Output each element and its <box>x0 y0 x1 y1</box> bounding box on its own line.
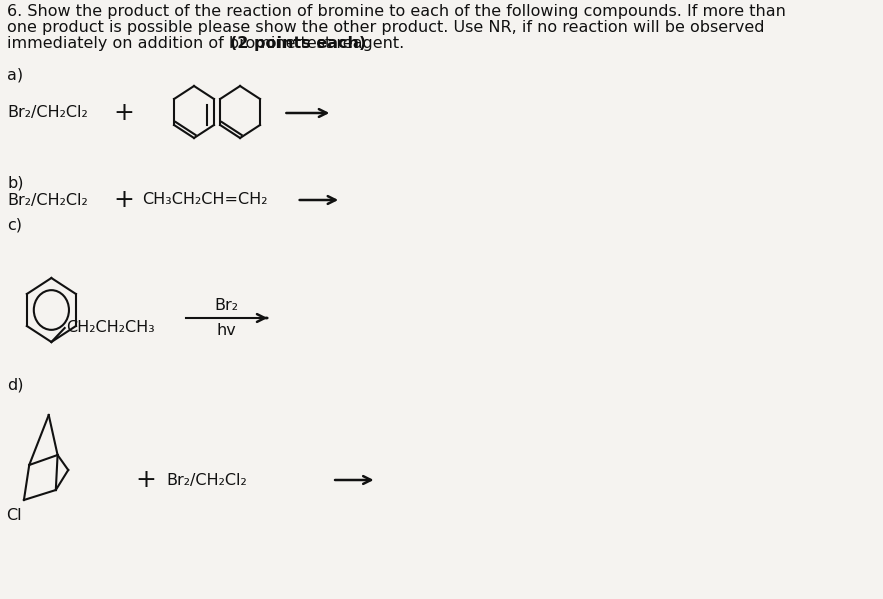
Text: c): c) <box>7 218 22 233</box>
Text: Br₂/CH₂Cl₂: Br₂/CH₂Cl₂ <box>7 105 87 120</box>
Text: +: + <box>114 188 134 212</box>
Text: immediately on addition of bromine test reagent.: immediately on addition of bromine test … <box>7 36 410 51</box>
Text: (2 points each): (2 points each) <box>230 36 366 51</box>
Text: a): a) <box>7 68 23 83</box>
Text: Br₂/CH₂Cl₂: Br₂/CH₂Cl₂ <box>167 473 247 488</box>
Text: d): d) <box>7 378 24 393</box>
Text: one product is possible please show the other product. Use NR, if no reaction wi: one product is possible please show the … <box>7 20 765 35</box>
Text: +: + <box>136 468 156 492</box>
Text: +: + <box>114 101 134 125</box>
Text: hv: hv <box>216 323 236 338</box>
Text: Cl: Cl <box>6 508 22 523</box>
Text: CH₃CH₂CH=CH₂: CH₃CH₂CH=CH₂ <box>142 192 268 207</box>
Text: 6. Show the product of the reaction of bromine to each of the following compound: 6. Show the product of the reaction of b… <box>7 4 786 19</box>
Text: b): b) <box>7 175 24 190</box>
Text: Br₂: Br₂ <box>214 298 238 313</box>
Text: CH₂CH₂CH₃: CH₂CH₂CH₃ <box>66 319 155 334</box>
Text: Br₂/CH₂Cl₂: Br₂/CH₂Cl₂ <box>7 192 87 207</box>
